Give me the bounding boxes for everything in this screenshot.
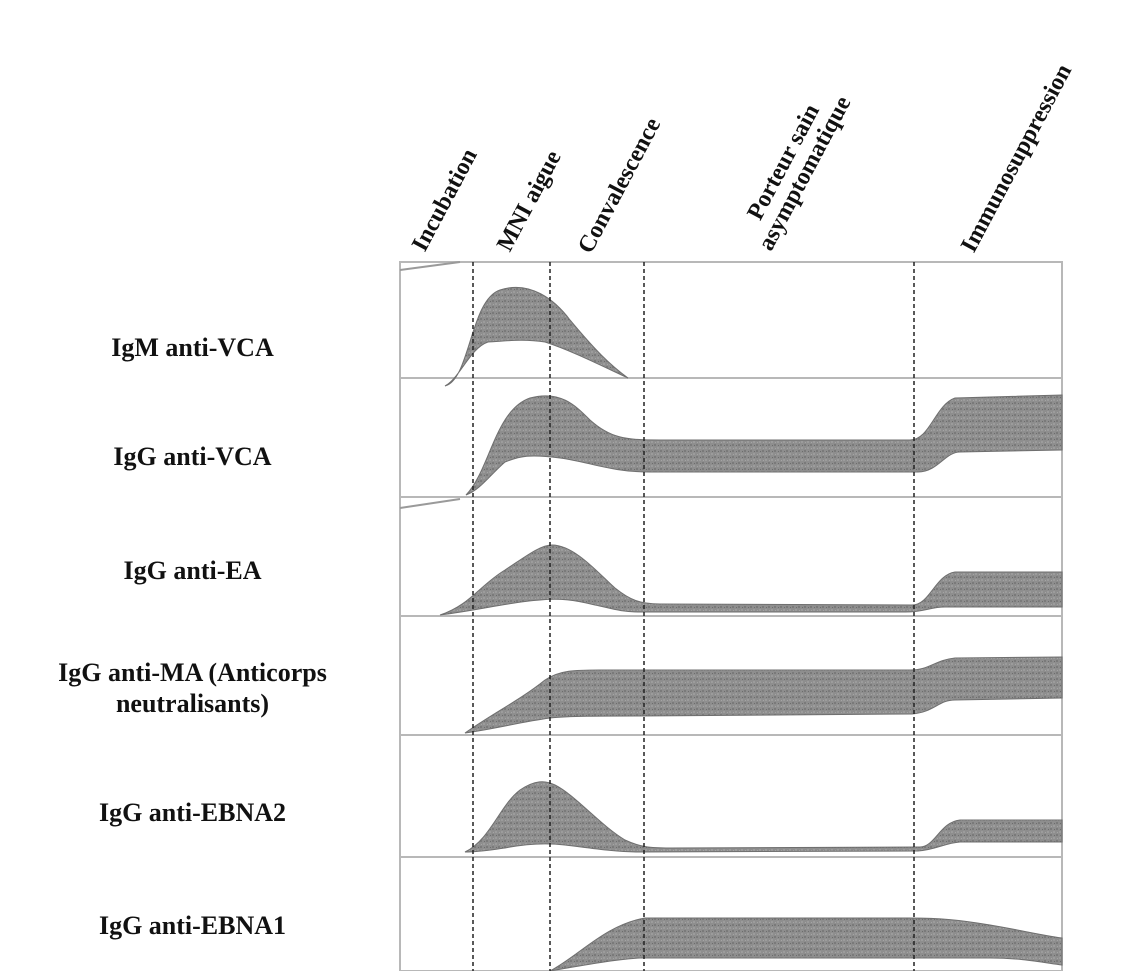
row-label-igg-anti-ebna2: IgG anti-EBNA2	[0, 797, 385, 828]
row-label-line: neutralisants)	[115, 689, 270, 719]
row-label-line: IgG anti-VCA	[113, 442, 272, 471]
row-label-igg-anti-ebna1: IgG anti-EBNA1	[0, 910, 385, 941]
row-label-igm-anti-vca: IgM anti-VCA	[0, 332, 385, 363]
baseline-tail	[399, 261, 461, 271]
row-label-line: IgM anti-VCA	[111, 333, 274, 362]
row-label-igg-anti-vca: IgG anti-VCA	[0, 441, 385, 472]
row-label-igg-anti-ma: IgG anti-MA (Anticorps neutralisants)	[0, 657, 385, 719]
row-label-line: IgG anti-MA (Anticorps	[58, 658, 327, 687]
band-igm-anti-vca	[444, 286, 629, 387]
row-label-line: IgG anti-EA	[123, 556, 262, 585]
row-label-igg-anti-ea: IgG anti-EA	[0, 555, 385, 586]
row-label-line: IgG anti-EBNA1	[98, 911, 287, 940]
band-igg-anti-vca	[465, 394, 1063, 496]
band-igg-anti-ebna2	[464, 781, 1063, 853]
band-igg-anti-ebna1	[549, 917, 1063, 971]
baseline-tail	[399, 498, 461, 509]
row-label-line: IgG anti-EBNA2	[98, 798, 287, 827]
band-igg-anti-ea	[439, 544, 1063, 616]
